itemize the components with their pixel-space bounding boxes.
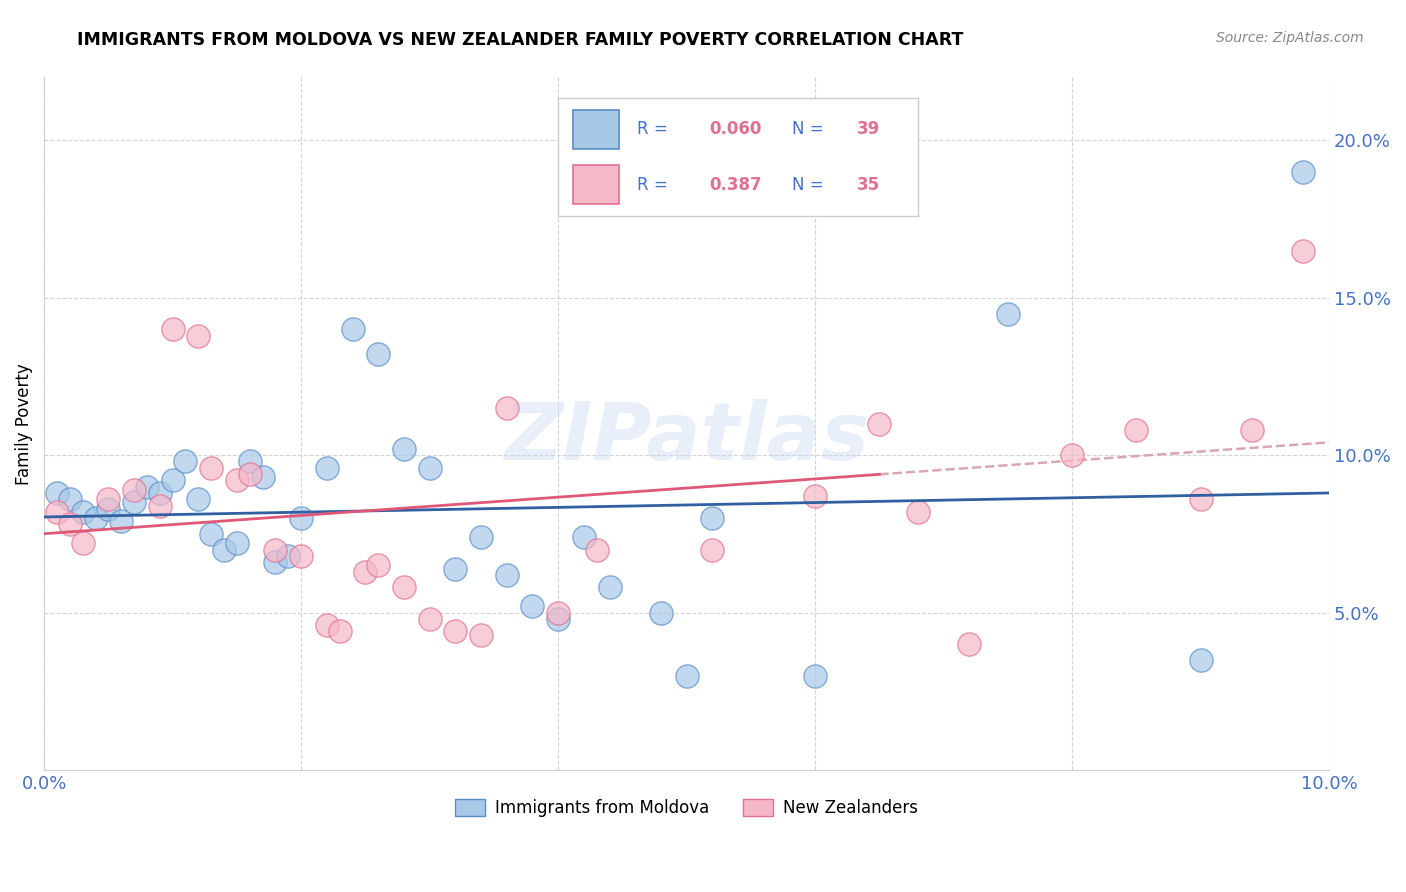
Point — [315, 618, 337, 632]
Point — [354, 565, 377, 579]
Point — [1292, 244, 1315, 258]
Text: IMMIGRANTS FROM MOLDOVA VS NEW ZEALANDER FAMILY POVERTY CORRELATION CHART: IMMIGRANTS FROM MOLDOVA VS NEW ZEALANDER… — [77, 31, 963, 49]
Point — [72, 536, 94, 550]
Point — [419, 612, 441, 626]
Point — [392, 442, 415, 456]
Point — [290, 511, 312, 525]
Point — [239, 454, 262, 468]
Point — [1292, 165, 1315, 179]
Point — [907, 505, 929, 519]
Point — [315, 460, 337, 475]
Point — [367, 347, 389, 361]
Point — [84, 511, 107, 525]
Point — [162, 322, 184, 336]
Point — [46, 486, 69, 500]
Point — [522, 599, 544, 614]
Point — [495, 401, 517, 415]
Point — [342, 322, 364, 336]
Point — [1125, 423, 1147, 437]
Point — [804, 668, 827, 682]
Point — [997, 307, 1019, 321]
Point — [650, 606, 672, 620]
Point — [200, 527, 222, 541]
Point — [1240, 423, 1263, 437]
Point — [804, 489, 827, 503]
Point — [868, 417, 890, 431]
Point — [277, 549, 299, 563]
Point — [46, 505, 69, 519]
Point — [290, 549, 312, 563]
Point — [187, 328, 209, 343]
Point — [97, 501, 120, 516]
Point — [135, 480, 157, 494]
Point — [419, 460, 441, 475]
Point — [702, 511, 724, 525]
Point — [97, 492, 120, 507]
Point — [1062, 448, 1084, 462]
Point — [149, 499, 172, 513]
Point — [367, 558, 389, 573]
Point — [122, 483, 145, 497]
Point — [264, 555, 287, 569]
Point — [59, 517, 82, 532]
Point — [495, 567, 517, 582]
Text: Source: ZipAtlas.com: Source: ZipAtlas.com — [1216, 31, 1364, 45]
Point — [329, 624, 352, 639]
Point — [252, 470, 274, 484]
Point — [264, 542, 287, 557]
Point — [585, 542, 607, 557]
Point — [470, 530, 492, 544]
Point — [212, 542, 235, 557]
Point — [225, 536, 247, 550]
Point — [650, 108, 672, 122]
Point — [547, 606, 569, 620]
Point — [162, 474, 184, 488]
Point — [547, 612, 569, 626]
Point — [225, 474, 247, 488]
Y-axis label: Family Poverty: Family Poverty — [15, 363, 32, 484]
Point — [239, 467, 262, 481]
Point — [957, 637, 980, 651]
Point — [72, 505, 94, 519]
Point — [675, 668, 697, 682]
Point — [149, 486, 172, 500]
Point — [444, 561, 467, 575]
Point — [444, 624, 467, 639]
Point — [1189, 492, 1212, 507]
Point — [122, 495, 145, 509]
Point — [59, 492, 82, 507]
Point — [392, 581, 415, 595]
Text: ZIPatlas: ZIPatlas — [505, 399, 869, 476]
Point — [1189, 653, 1212, 667]
Point — [200, 460, 222, 475]
Point — [187, 492, 209, 507]
Point — [110, 514, 132, 528]
Point — [599, 581, 621, 595]
Point — [702, 542, 724, 557]
Legend: Immigrants from Moldova, New Zealanders: Immigrants from Moldova, New Zealanders — [449, 792, 925, 824]
Point — [174, 454, 197, 468]
Point — [470, 627, 492, 641]
Point — [572, 530, 595, 544]
